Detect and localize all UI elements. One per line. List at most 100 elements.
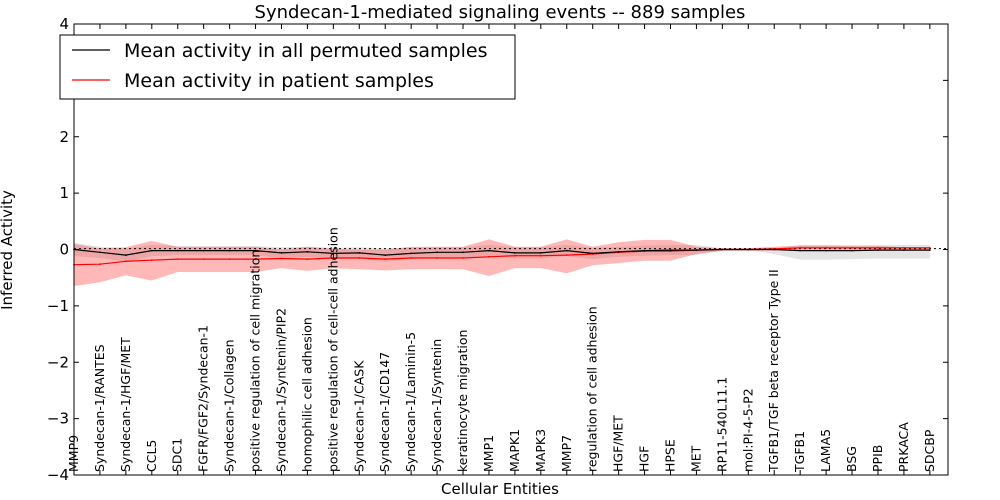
point-series-1-13 <box>410 257 413 259</box>
point-series-0-3 <box>150 249 153 252</box>
chart-title: Syndecan-1-mediated signaling events -- … <box>255 2 746 23</box>
point-series-0-12 <box>384 254 387 256</box>
point-series-0-9 <box>306 250 309 253</box>
point-series-1-4 <box>176 258 179 260</box>
point-series-0-30 <box>851 249 853 252</box>
y-tick-label: −3 <box>47 410 69 428</box>
x-tick-label: PRKACA <box>896 422 911 472</box>
point-series-0-23 <box>669 249 672 252</box>
x-tick-label: PPIB <box>870 445 885 472</box>
y-tick-label: −1 <box>47 297 69 315</box>
point-series-1-29 <box>825 246 827 249</box>
point-series-0-21 <box>617 250 620 253</box>
x-tick-label: Syndecan-1/CASK <box>351 360 366 472</box>
point-series-0-19 <box>565 249 568 252</box>
point-series-0-22 <box>643 249 646 252</box>
x-tick-label: TGFB1/TGF beta receptor Type II <box>766 269 781 473</box>
point-series-1-9 <box>306 258 309 260</box>
x-tick-label: mol:PI-4-5-P2 <box>740 388 755 472</box>
y-axis-label: Inferred Activity <box>0 190 16 310</box>
point-series-1-6 <box>228 258 231 260</box>
x-axis-label: Cellular Entities <box>441 480 559 498</box>
y-tick-label: 2 <box>59 128 69 146</box>
point-series-1-30 <box>851 246 853 249</box>
x-tick-label: Syndecan-1/Collagen <box>222 339 237 472</box>
point-series-1-14 <box>436 257 438 259</box>
plot-frame <box>73 23 949 476</box>
x-tick-label: SDCBP <box>922 429 937 472</box>
x-tick-label: Syndecan-1/HGF/MET <box>118 337 133 472</box>
y-tick-label: 4 <box>59 15 69 33</box>
x-tick-label: regulation of cell adhesion <box>585 306 600 472</box>
point-series-0-8 <box>280 252 283 254</box>
point-series-1-7 <box>254 258 257 260</box>
x-tick-label: RP11-540L11.1 <box>714 377 729 472</box>
legend-label-patient: Mean activity in patient samples <box>124 70 434 92</box>
point-series-0-17 <box>514 252 516 254</box>
point-series-1-3 <box>150 259 153 262</box>
x-tick-label: Syndecan-1/Syntenin <box>429 339 444 472</box>
y-tick-label: 1 <box>59 184 69 202</box>
x-tick-label: positive regulation of cell-cell adhesio… <box>325 227 340 472</box>
x-tick-label: Syndecan-1/CD147 <box>377 352 392 472</box>
point-series-0-33 <box>928 249 931 252</box>
point-series-0-13 <box>410 252 413 255</box>
point-series-0-31 <box>877 249 879 252</box>
x-tick-labels: MMP9 Syndecan-1/RANTES Syndecan-1/HGF/MET C… <box>66 227 937 473</box>
point-series-0-16 <box>488 249 490 252</box>
point-series-0-2 <box>125 254 127 256</box>
point-series-0-5 <box>202 249 205 252</box>
point-series-1-28 <box>799 246 802 249</box>
point-series-0-29 <box>825 249 827 252</box>
x-tick-label: MMP7 <box>559 435 574 472</box>
band-series-1 <box>74 239 930 287</box>
y-tick-label: −4 <box>47 466 69 484</box>
x-tick-label: MAPK3 <box>533 429 548 472</box>
point-series-1-12 <box>384 258 387 260</box>
x-tick-label: TGFB1 <box>792 431 807 473</box>
x-tick-label: LAMA5 <box>818 429 833 472</box>
x-tick-label: SDC1 <box>170 438 185 472</box>
legend-box <box>59 34 516 100</box>
point-series-0-11 <box>358 252 361 254</box>
point-series-1-32 <box>903 246 905 249</box>
legend-label-permuted: Mean activity in all permuted samples <box>124 40 487 62</box>
point-series-0-28 <box>799 249 802 252</box>
point-series-1-31 <box>877 246 879 249</box>
point-series-0-27 <box>773 248 776 251</box>
y-tick-label: 0 <box>59 241 69 259</box>
point-series-0-4 <box>176 249 179 252</box>
x-tick-label: FGFR/FGF2/Syndecan-1 <box>196 325 211 472</box>
series-line-1 <box>73 247 930 266</box>
x-tick-label: Syndecan-1/Syntenin/PIP2 <box>274 308 289 472</box>
point-series-1-10 <box>332 257 335 259</box>
x-tick-label: Syndecan-1/RANTES <box>92 344 107 472</box>
point-series-1-11 <box>358 257 361 259</box>
series-line-0 <box>73 248 930 256</box>
x-tick-label: HGF/MET <box>611 415 626 472</box>
x-tick-label: MET <box>688 445 703 472</box>
point-series-1-19 <box>565 254 568 256</box>
x-tick-label: Syndecan-1/Laminin-5 <box>403 332 418 472</box>
x-tick-label: CCL5 <box>144 440 159 472</box>
x-tick-label: positive regulation of cell migration <box>248 250 263 472</box>
lines-layer <box>73 246 931 266</box>
point-series-0-1 <box>99 251 101 254</box>
point-series-0-18 <box>539 252 542 254</box>
legend: Mean activity in all permuted samples Me… <box>59 34 516 100</box>
point-series-1-2 <box>125 260 127 263</box>
point-series-1-17 <box>514 254 516 257</box>
point-series-0-7 <box>254 249 257 252</box>
point-series-0-14 <box>436 251 438 254</box>
point-series-0-26 <box>747 248 750 251</box>
x-tick-label: homophilic cell adhesion <box>299 317 314 472</box>
point-series-0-15 <box>462 251 464 254</box>
x-tick-label: MMP1 <box>481 435 496 472</box>
point-series-1-16 <box>488 255 490 258</box>
point-series-1-15 <box>462 257 464 259</box>
point-series-0-6 <box>228 249 231 252</box>
point-series-0-10 <box>332 252 335 255</box>
point-series-0-24 <box>695 249 698 252</box>
point-series-1-18 <box>539 254 542 257</box>
